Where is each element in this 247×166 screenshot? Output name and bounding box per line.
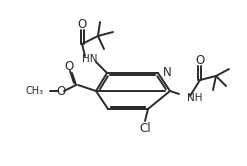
- Text: N: N: [163, 66, 172, 79]
- Text: O: O: [56, 84, 66, 97]
- Text: Cl: Cl: [139, 123, 151, 135]
- Text: O: O: [77, 17, 87, 31]
- Text: O: O: [64, 59, 74, 73]
- Text: CH₃: CH₃: [26, 86, 44, 96]
- Text: HN: HN: [82, 54, 98, 64]
- Text: NH: NH: [187, 93, 203, 103]
- Text: O: O: [195, 53, 205, 67]
